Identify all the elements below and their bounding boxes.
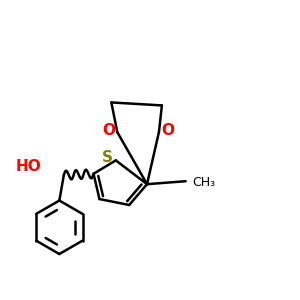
Text: O: O bbox=[102, 123, 115, 138]
Text: S: S bbox=[102, 150, 113, 165]
Text: O: O bbox=[161, 123, 174, 138]
Text: CH₃: CH₃ bbox=[192, 176, 215, 189]
Text: HO: HO bbox=[16, 159, 41, 174]
